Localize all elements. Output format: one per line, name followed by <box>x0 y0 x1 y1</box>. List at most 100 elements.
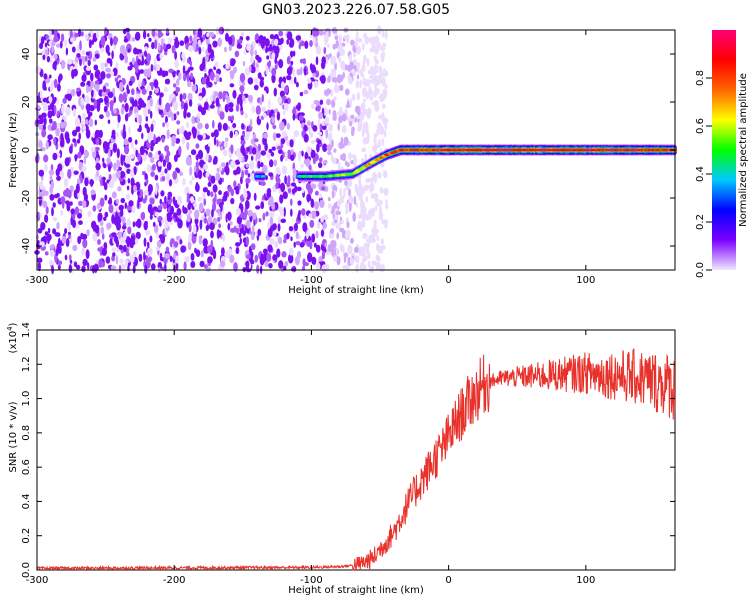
noise-blob <box>374 198 380 203</box>
noise-blob <box>171 113 175 122</box>
noise-blob <box>42 200 48 208</box>
noise-blob <box>355 201 358 208</box>
noise-blob <box>205 208 211 217</box>
noise-blob <box>336 232 340 240</box>
noise-blob <box>375 254 380 262</box>
snr-x-ticks: -300 -200 -100 0 100 <box>26 330 595 586</box>
noise-blob <box>251 225 255 233</box>
noise-blob <box>82 57 85 66</box>
noise-blob <box>156 64 161 72</box>
noise-blob <box>303 133 309 143</box>
noise-blob <box>215 27 220 35</box>
noise-blob <box>154 39 158 50</box>
noise-blob <box>80 81 86 87</box>
noise-blob <box>197 28 203 38</box>
noise-blob <box>131 203 136 214</box>
noise-blob <box>361 130 365 138</box>
noise-blob <box>126 84 129 93</box>
noise-blob <box>268 210 275 218</box>
noise-blob <box>96 169 99 178</box>
noise-blob <box>42 80 46 90</box>
noise-blob <box>182 65 186 75</box>
noise-blob <box>185 156 192 166</box>
noise-blob <box>213 77 217 83</box>
noise-blob <box>196 116 200 124</box>
noise-blob <box>54 62 57 71</box>
noise-blob <box>86 229 90 237</box>
noise-blob <box>176 168 181 174</box>
noise-blob <box>277 223 281 232</box>
noise-blob <box>279 121 285 131</box>
noise-blob <box>204 144 209 151</box>
noise-blob <box>84 95 90 104</box>
noise-blob <box>44 42 48 48</box>
noise-blob <box>366 245 369 254</box>
noise-blob <box>238 222 243 229</box>
noise-blob <box>311 210 317 220</box>
noise-blob <box>135 31 141 41</box>
noise-blob <box>96 30 100 39</box>
noise-blob <box>310 183 317 190</box>
noise-blob <box>377 138 381 149</box>
noise-blob <box>192 224 197 235</box>
noise-blob <box>50 181 54 190</box>
noise-blob <box>297 200 302 206</box>
noise-blob <box>49 74 52 79</box>
noise-blob <box>195 181 199 191</box>
noise-blob <box>260 181 266 186</box>
noise-blob <box>254 49 257 56</box>
noise-blob <box>264 260 269 268</box>
noise-blob <box>272 223 277 231</box>
noise-blob <box>202 34 206 41</box>
noise-blob <box>277 96 283 104</box>
noise-blob <box>82 199 87 209</box>
noise-blob <box>205 224 209 232</box>
noise-blob <box>51 125 55 131</box>
noise-blob <box>195 249 201 257</box>
noise-blob <box>271 117 275 124</box>
noise-blob <box>317 131 323 136</box>
noise-blob <box>167 194 171 201</box>
x-tick-label: 100 <box>576 275 595 286</box>
noise-blob <box>332 43 337 50</box>
noise-blob <box>276 248 281 258</box>
noise-blob <box>104 82 109 87</box>
noise-blob <box>135 161 140 166</box>
noise-blob <box>83 193 88 202</box>
noise-blob <box>78 220 83 226</box>
noise-blob <box>64 39 67 47</box>
noise-blob <box>292 106 296 116</box>
noise-blob <box>233 262 238 272</box>
noise-blob <box>119 237 126 245</box>
noise-blob <box>126 218 131 228</box>
noise-blob <box>172 170 178 180</box>
noise-blob <box>363 137 366 145</box>
noise-blob <box>331 139 334 148</box>
noise-blob <box>255 105 261 115</box>
noise-blob <box>323 159 328 165</box>
noise-blob <box>260 201 265 210</box>
noise-blob <box>235 149 239 156</box>
noise-blob <box>55 248 59 256</box>
noise-blob <box>111 129 116 137</box>
noise-blob <box>128 80 133 86</box>
noise-blob <box>197 149 204 160</box>
noise-blob <box>149 90 153 96</box>
noise-blob <box>264 142 268 152</box>
noise-blob <box>121 216 126 224</box>
noise-blob <box>122 244 127 253</box>
x-tick-label: 0 <box>445 575 451 586</box>
noise-blob <box>42 103 49 112</box>
noise-blob <box>159 155 163 163</box>
noise-blob <box>180 100 185 110</box>
noise-blob <box>249 118 253 128</box>
noise-blob <box>151 163 156 171</box>
noise-blob <box>67 168 72 179</box>
noise-blob <box>128 200 134 207</box>
noise-blob <box>359 262 364 271</box>
noise-blob <box>115 170 121 179</box>
noise-blob <box>127 178 131 184</box>
noise-blob <box>225 63 230 70</box>
noise-blob <box>52 228 57 235</box>
noise-blob <box>80 120 86 127</box>
